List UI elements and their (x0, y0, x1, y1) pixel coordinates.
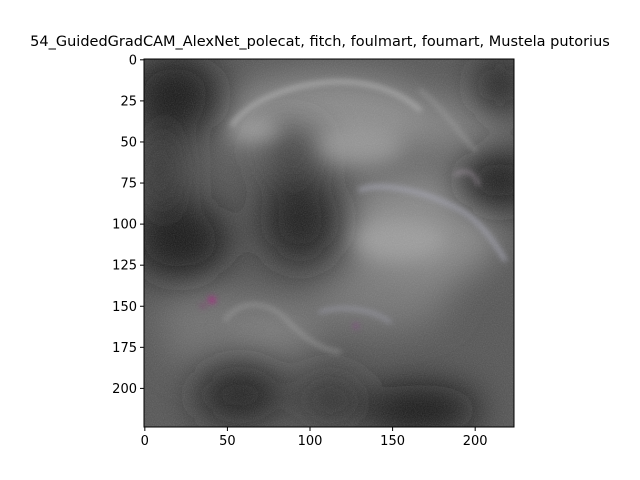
x-axis: 0 50 100 150 200 (141, 427, 488, 449)
x-tick-label: 200 (463, 434, 488, 449)
heatmap-image (144, 59, 514, 427)
y-tick-label: 175 (112, 341, 137, 356)
figure-title: 54_GuidedGradCAM_AlexNet_polecat, fitch,… (30, 34, 610, 50)
x-tick-label: 50 (219, 434, 236, 449)
y-tick-label: 200 (112, 382, 137, 397)
y-axis: 0 25 50 75 100 125 150 175 200 (112, 53, 144, 397)
x-tick-label: 150 (380, 434, 405, 449)
y-tick-label: 50 (120, 135, 137, 150)
x-tick-label: 100 (298, 434, 323, 449)
y-tick-label: 125 (112, 259, 137, 274)
y-tick-label: 150 (112, 300, 137, 315)
y-tick-label: 100 (112, 218, 137, 233)
y-tick-label: 0 (129, 53, 137, 68)
y-tick-label: 75 (120, 177, 137, 192)
y-tick-label: 25 (120, 94, 137, 109)
x-tick-label: 0 (141, 434, 149, 449)
axes-frame (143, 58, 515, 428)
